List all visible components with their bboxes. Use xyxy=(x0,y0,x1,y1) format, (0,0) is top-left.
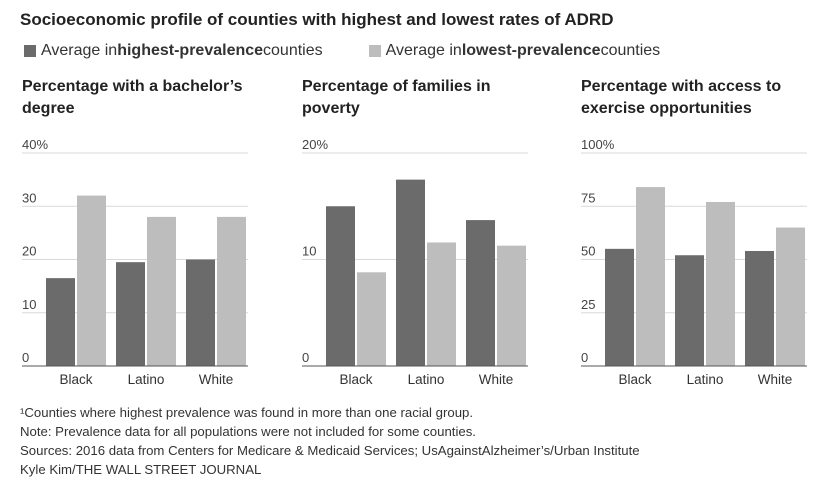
panel-poverty: Percentage of families in poverty 0 10 20%… xyxy=(302,76,564,396)
legend-low-suffix: counties xyxy=(600,42,661,59)
panel-bachelors: Percentage with a bachelor’s degree 0 10 2… xyxy=(22,76,284,396)
x-tick-label: Latino xyxy=(687,372,724,387)
bar-latino-high xyxy=(675,255,704,366)
bar-black-high xyxy=(326,206,355,366)
chart-poverty: 0 10 20% Black Latino White xyxy=(302,137,528,387)
x-tick-label: White xyxy=(479,372,514,387)
legend-swatch-high xyxy=(24,45,36,57)
bar-black-high xyxy=(605,248,634,366)
chart-title: Socioeconomic profile of counties with h… xyxy=(20,10,614,29)
bar-black-high xyxy=(46,278,75,366)
legend-high-prefix: Average in xyxy=(41,42,118,59)
legend: Average in highest-prevalence counties A… xyxy=(24,42,660,60)
y-tick-label: 20% xyxy=(302,137,328,152)
legend-high-bold: highest-prevalence xyxy=(117,42,264,59)
bar-white-low xyxy=(776,227,805,366)
bar-white-high xyxy=(466,220,495,366)
y-tick-label: 30 xyxy=(22,190,36,205)
y-tick-label: 0 xyxy=(302,350,309,365)
legend-item-high: Average in highest-prevalence counties xyxy=(24,42,323,60)
panel-exercise: Percentage with access to exercise oppor… xyxy=(581,76,832,396)
bar-white-low xyxy=(217,216,246,366)
y-tick-label: 75 xyxy=(581,190,595,205)
sources: Sources: 2016 data from Centers for Medi… xyxy=(20,443,640,458)
legend-low-prefix: Average in xyxy=(385,42,462,59)
bar-latino-low xyxy=(706,201,735,366)
panel-title-bachelors: Percentage with a bachelor’s degree xyxy=(22,78,243,117)
x-tick-label: Black xyxy=(618,372,651,387)
bar-white-high xyxy=(186,259,215,366)
y-tick-label: 10 xyxy=(22,297,36,312)
y-tick-label: 25 xyxy=(581,297,595,312)
panel-title-poverty: Percentage of families in poverty xyxy=(302,78,491,117)
x-tick-label: Black xyxy=(339,372,372,387)
bar-black-low xyxy=(636,187,665,366)
x-tick-label: Latino xyxy=(408,372,445,387)
y-tick-label: 100% xyxy=(581,137,615,152)
x-tick-label: Latino xyxy=(128,372,165,387)
bar-black-low xyxy=(357,272,386,366)
note: Note: Prevalence data for all population… xyxy=(20,424,476,439)
y-tick-label: 0 xyxy=(22,350,29,365)
legend-item-low: Average in lowest-prevalence counties xyxy=(368,42,661,60)
chart-exercise: 0 25 50 75 100% Black Latino White xyxy=(581,137,807,387)
bar-latino-high xyxy=(116,262,145,366)
bar-latino-low xyxy=(147,216,176,366)
x-tick-label: White xyxy=(758,372,793,387)
y-tick-label: 0 xyxy=(581,350,588,365)
y-tick-label: 10 xyxy=(302,244,316,259)
footnote: ¹Counties where highest prevalence was f… xyxy=(20,405,474,420)
bar-latino-low xyxy=(427,242,456,366)
bar-black-low xyxy=(77,195,106,366)
bar-latino-high xyxy=(396,179,425,366)
chart-bachelors: 0 10 20 30 40% Black Latino White xyxy=(22,137,248,387)
x-tick-label: Black xyxy=(59,372,92,387)
legend-high-suffix: counties xyxy=(263,42,323,59)
notes: ¹Counties where highest prevalence was f… xyxy=(20,403,640,479)
bar-white-high xyxy=(745,250,774,366)
credit: Kyle Kim/THE WALL STREET JOURNAL xyxy=(20,462,262,477)
x-tick-label: White xyxy=(199,372,234,387)
bar-white-low xyxy=(497,245,526,366)
panel-title-exercise: Percentage with access to exercise oppor… xyxy=(581,78,782,117)
legend-swatch-low xyxy=(368,45,381,57)
legend-low-bold: lowest-prevalence xyxy=(461,42,601,59)
y-tick-label: 40% xyxy=(22,137,48,152)
y-tick-label: 50 xyxy=(581,244,595,259)
y-tick-label: 20 xyxy=(22,244,36,259)
